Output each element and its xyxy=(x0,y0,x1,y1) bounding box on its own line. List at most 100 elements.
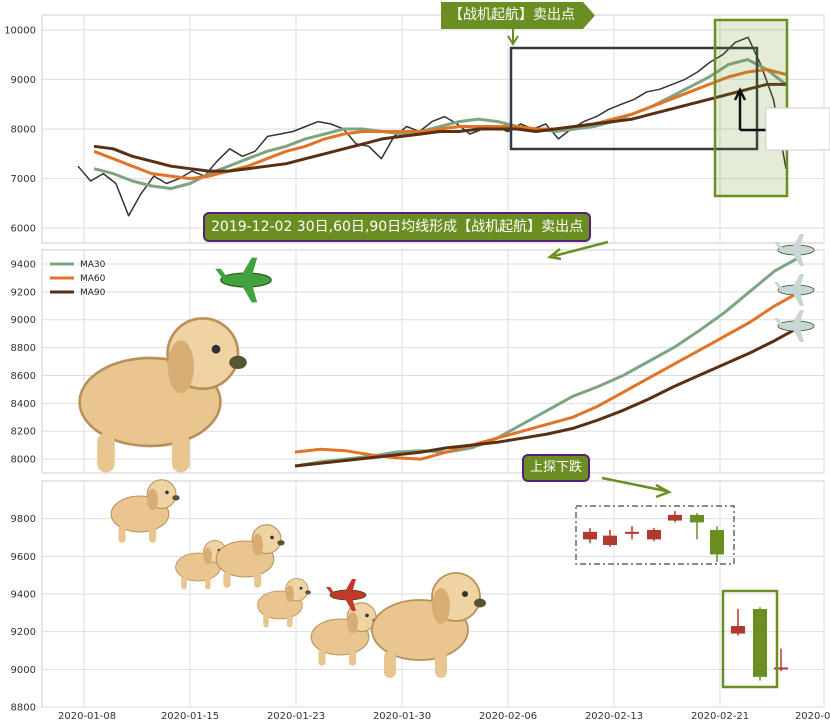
series-lines xyxy=(77,36,801,468)
y-tick-label: 8800 xyxy=(11,343,36,354)
dog-eye xyxy=(270,535,274,540)
legend: MA30 MA60 MA90 xyxy=(50,260,106,298)
dog-eye xyxy=(165,490,169,495)
y-tick-label: 9800 xyxy=(11,514,36,525)
legend-label: MA30 xyxy=(80,260,106,270)
x-tick-label: 2020-01-23 xyxy=(267,711,325,722)
legend-label: MA90 xyxy=(80,288,106,298)
zoom-region-box xyxy=(509,46,759,151)
dog-nose xyxy=(305,590,311,595)
dog-leg xyxy=(181,576,187,590)
plane-tail xyxy=(774,242,784,250)
bottom-callout: 上探下跌 xyxy=(522,454,591,482)
x-tick-label: 2020-02-06 xyxy=(479,711,537,722)
y-tick-label: 8600 xyxy=(11,371,36,382)
dog-leg xyxy=(223,571,231,588)
bottom-callout-text: 上探下跌 xyxy=(530,460,583,475)
dog-ear xyxy=(147,488,158,511)
dog-leg xyxy=(97,432,115,473)
y-tick-label: 9000 xyxy=(11,315,36,326)
x-tick-label: 2020-01-30 xyxy=(373,711,431,722)
dog-leg xyxy=(172,432,190,473)
pointer-arrow xyxy=(547,240,609,261)
candle-body xyxy=(647,529,661,540)
plane-tail xyxy=(774,318,784,326)
candle-body xyxy=(753,609,767,677)
middle-callout-text: 2019-12-02 30日,60日,90日均线形成【战机起航】卖出点 xyxy=(211,219,584,235)
dog-leg xyxy=(287,614,293,628)
x-tick-label: 2020-02-28 xyxy=(795,711,830,722)
plane-wings xyxy=(344,579,356,611)
price-line xyxy=(77,36,787,217)
dog-leg xyxy=(318,649,326,666)
plane-wings xyxy=(792,234,804,266)
y-tick-label: 8800 xyxy=(11,703,36,714)
y-tick-label: 9400 xyxy=(11,590,36,601)
x-tick-label: 2020-02-13 xyxy=(585,711,643,722)
candle-body xyxy=(731,626,745,634)
ma90-zoom-line xyxy=(294,325,801,468)
plane-wings xyxy=(240,257,258,303)
plane-icon xyxy=(774,310,815,342)
dog-icon xyxy=(78,317,247,473)
y-tick-label: 8400 xyxy=(11,399,36,410)
tick-labels: 6000 7000 8000 9000 10000 8000 8200 8400 8600 880… xyxy=(4,25,830,722)
dog-ear xyxy=(432,588,450,624)
plane-tail xyxy=(326,587,336,595)
y-tick-label: 7000 xyxy=(11,174,36,185)
dog-ear xyxy=(167,340,194,394)
dog-nose xyxy=(172,495,180,501)
candle-highlight-box xyxy=(721,589,779,689)
y-tick-label: 9400 xyxy=(11,259,36,270)
candle-body xyxy=(625,531,639,534)
x-tick-label: 2020-01-15 xyxy=(161,711,219,722)
top-callout: 【战机起航】卖出点 xyxy=(441,2,595,29)
dog-leg xyxy=(254,571,262,588)
y-tick-label: 8200 xyxy=(11,427,36,438)
pointer-arrow xyxy=(601,476,672,499)
dog-eye xyxy=(299,586,303,590)
ma90-line xyxy=(93,82,786,173)
inset-thumbnail xyxy=(765,107,830,151)
legend-label: MA60 xyxy=(80,274,106,284)
dog-icon xyxy=(110,479,180,543)
y-tick-label: 10000 xyxy=(4,25,36,36)
middle-callout: 2019-12-02 30日,60日,90日均线形成【战机起航】卖出点 xyxy=(203,212,592,242)
y-tick-label: 9200 xyxy=(11,287,36,298)
dog-icon xyxy=(371,572,486,678)
dog-leg xyxy=(149,526,157,543)
dog-icon xyxy=(310,602,380,666)
decorations xyxy=(78,18,830,689)
dog-leg xyxy=(349,649,357,666)
plane-icon xyxy=(774,274,815,306)
dog-ear xyxy=(347,611,358,634)
dog-ear xyxy=(252,533,263,556)
plane-wings xyxy=(792,310,804,342)
dog-ear xyxy=(285,585,294,603)
y-tick-label: 9200 xyxy=(11,627,36,638)
candle-body xyxy=(690,514,704,523)
plane-icon xyxy=(326,579,367,611)
plane-icon xyxy=(215,257,272,303)
dog-nose xyxy=(474,598,486,608)
y-tick-label: 6000 xyxy=(11,224,36,235)
ma60-line xyxy=(93,68,787,181)
dog-leg xyxy=(205,576,211,590)
candle-group-box xyxy=(575,505,735,565)
candle-body xyxy=(583,531,597,540)
candle-body xyxy=(668,514,682,521)
dog-leg xyxy=(384,651,396,678)
y-tick-label: 8000 xyxy=(11,455,36,466)
dog-ear xyxy=(203,547,212,565)
top-callout-text: 【战机起航】卖出点 xyxy=(449,7,575,23)
y-tick-label: 9600 xyxy=(11,552,36,563)
x-tick-label: 2020-02-21 xyxy=(691,711,749,722)
x-tick-label: 2020-01-08 xyxy=(58,711,116,722)
plane-icon xyxy=(774,234,815,266)
candle-body xyxy=(710,529,724,555)
y-tick-label: 8000 xyxy=(11,125,36,136)
dog-nose xyxy=(229,355,247,369)
plane-tail xyxy=(774,282,784,290)
y-tick-label: 9000 xyxy=(11,665,36,676)
